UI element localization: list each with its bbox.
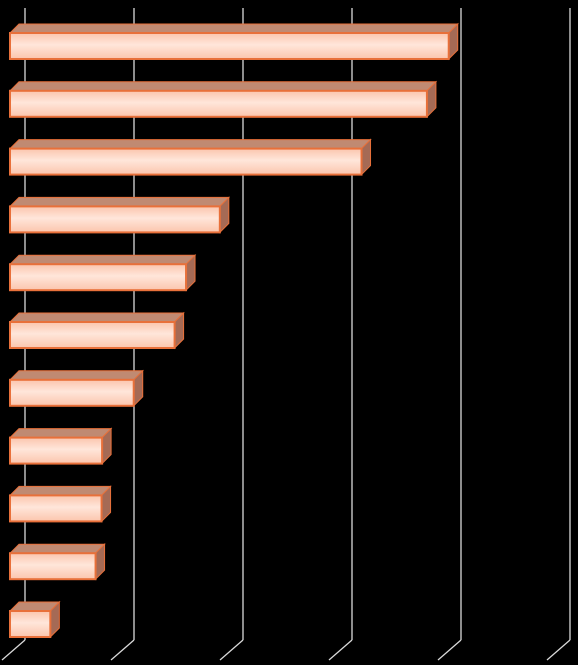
bar-top-face [8, 254, 197, 265]
gridline-foot [328, 639, 353, 661]
bar-front-face [9, 494, 103, 523]
bar-top-face [8, 196, 231, 207]
bar [8, 253, 197, 292]
bar-front-face [9, 552, 97, 581]
bar-front-face [9, 436, 104, 465]
bars [8, 22, 459, 639]
bar-front-face [9, 263, 188, 292]
bar-front-face [9, 32, 450, 60]
bar [8, 542, 106, 581]
bar-top-face [8, 312, 185, 323]
bar-front-face [9, 610, 52, 638]
bar [8, 600, 61, 639]
gridline-foot [546, 639, 571, 661]
bar [8, 80, 438, 119]
bar-top-face [8, 543, 106, 554]
bar [8, 196, 231, 234]
bar [8, 22, 459, 61]
bar-front-face [9, 147, 363, 176]
bar-front-face [9, 378, 135, 407]
gridline-foot [1, 639, 26, 661]
bar [8, 485, 112, 523]
bar [8, 427, 113, 465]
gridline-foot [219, 639, 244, 661]
bar-top-face [8, 23, 459, 34]
bar-front-face [9, 89, 428, 118]
bar-top-face [8, 139, 372, 150]
bar-front-face [9, 321, 176, 349]
gridline-foot [110, 639, 135, 661]
bar [8, 138, 372, 176]
bar-top-face [8, 485, 112, 496]
bar [8, 311, 185, 350]
bar-front-face [9, 205, 221, 234]
bar [8, 369, 144, 408]
bar-top-face [8, 428, 113, 439]
bar-top-face [8, 370, 144, 381]
gridline-foot [437, 639, 462, 661]
bar-top-face [8, 81, 438, 92]
